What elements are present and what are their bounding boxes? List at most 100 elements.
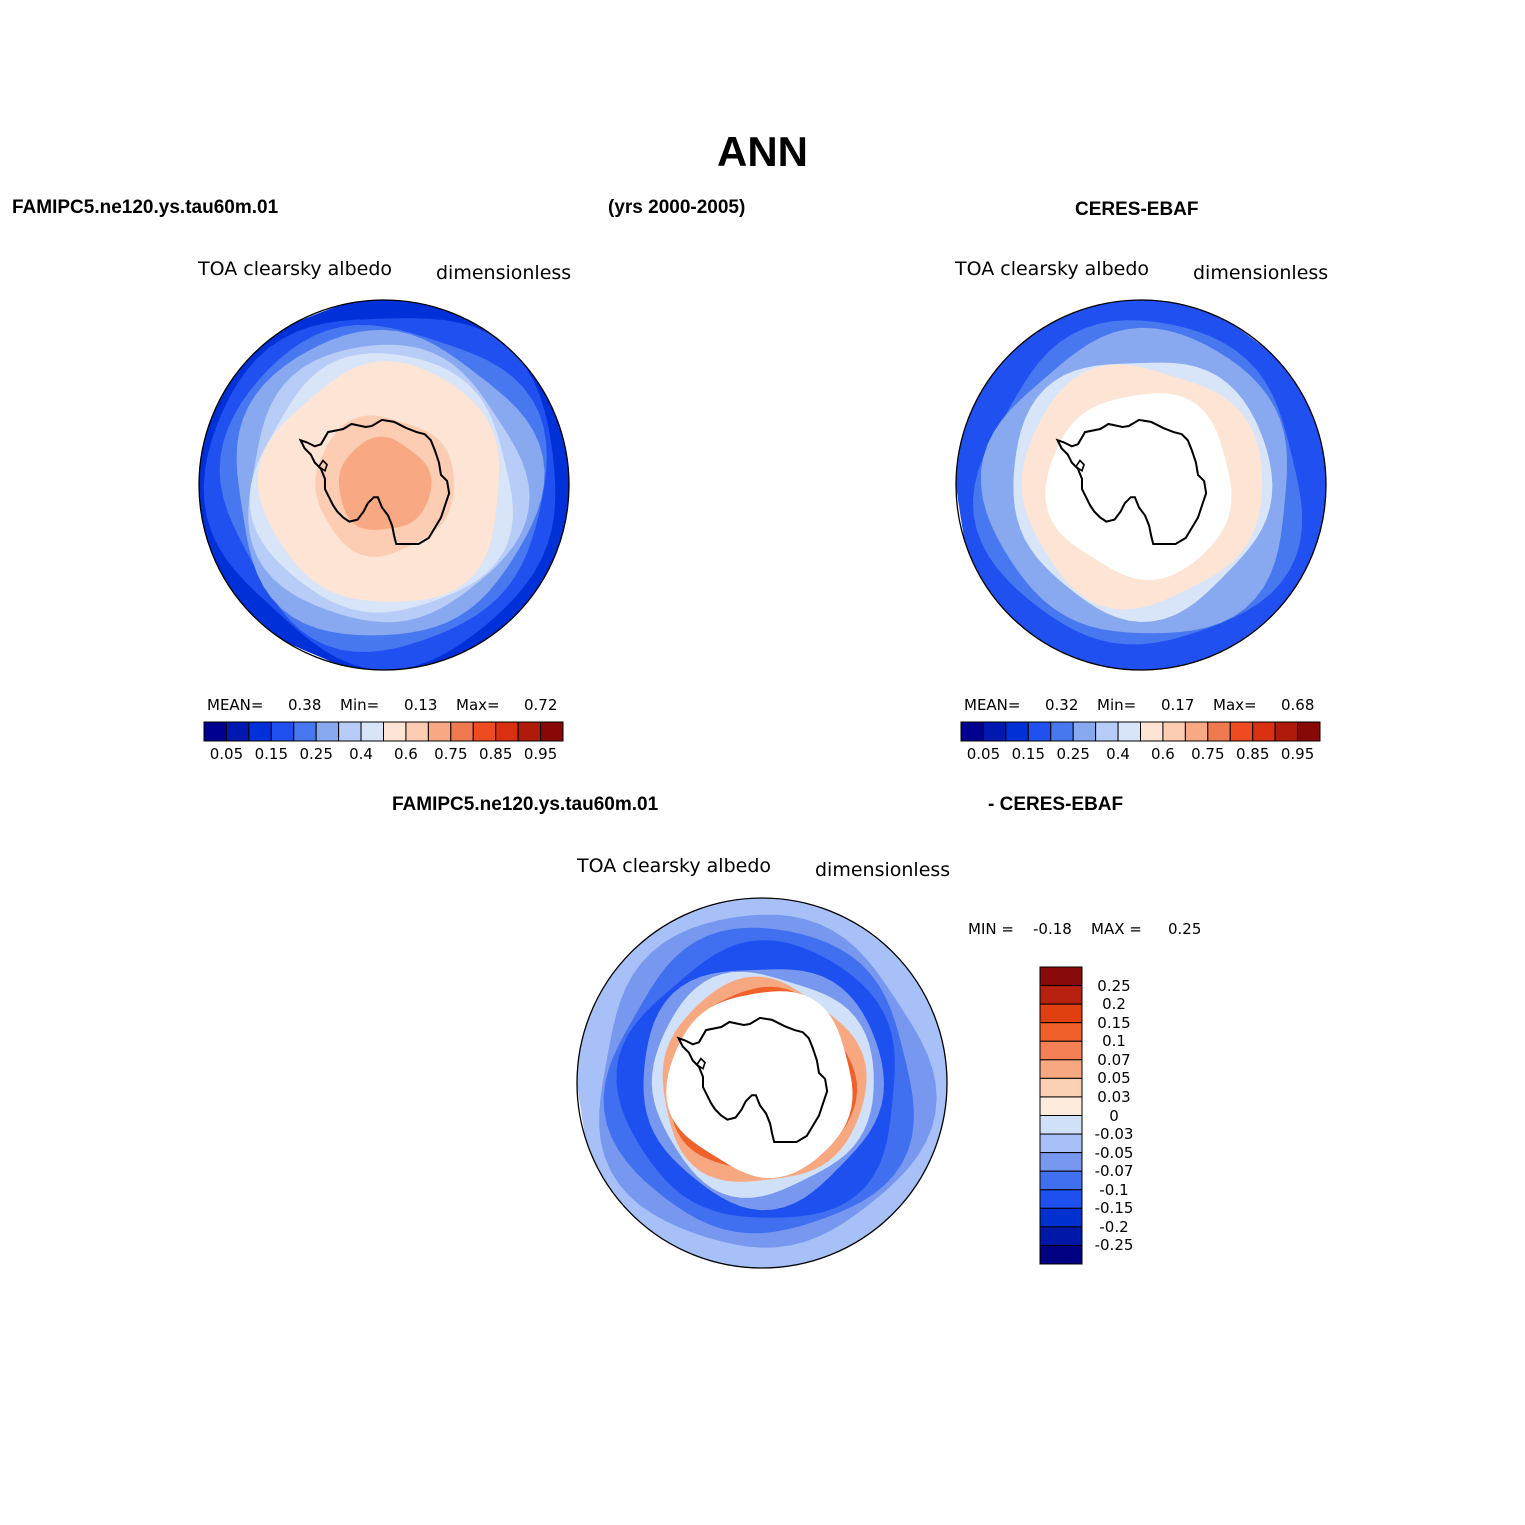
diff-colorbar-swatch — [1039, 1189, 1083, 1209]
model-colorbar-swatch — [293, 721, 317, 742]
obs-mean-value: 0.32 — [1045, 696, 1079, 714]
obs-colorbar-swatch — [1184, 721, 1209, 742]
obs-map-border — [955, 299, 1327, 671]
diff-colorbar-swatch — [1039, 1207, 1083, 1228]
model-min-value: 0.13 — [404, 696, 438, 714]
obs-units-label: dimensionless — [1193, 262, 1329, 284]
diff-map — [576, 897, 948, 1269]
model-max-value: 0.72 — [524, 696, 558, 714]
model-map-border — [198, 299, 570, 671]
obs-colorbar-swatch — [1162, 721, 1186, 742]
model-map-contour-band — [338, 436, 432, 530]
model-mean-value: 0.38 — [288, 696, 322, 714]
obs-header: CERES-EBAF — [1075, 199, 1199, 220]
obs-mean-label: MEAN= — [964, 696, 1021, 714]
diff-colorbar-tick-label: 0.07 — [1097, 1050, 1131, 1069]
diff-min-value: -0.18 — [1033, 920, 1072, 938]
diff-colorbar-swatch — [1039, 1226, 1083, 1246]
diff-colorbar-tick-label: 0.2 — [1102, 995, 1126, 1014]
diff-colorbar-swatch — [1039, 1096, 1083, 1116]
model-colorbar-tick-label: 0.25 — [299, 745, 333, 763]
obs-colorbar-tick-label: 0.25 — [1056, 745, 1090, 763]
diff-colorbar-swatch — [1039, 1022, 1083, 1042]
model-colorbar-tick-label: 0.4 — [349, 745, 373, 763]
obs-colorbar-swatch — [960, 721, 984, 742]
diff-colorbar-tick-label: -0.07 — [1094, 1162, 1134, 1181]
model-colorbar-swatch — [450, 721, 474, 742]
obs-min-value: 0.17 — [1161, 696, 1195, 714]
diff-colorbar-tick-label: -0.05 — [1094, 1143, 1134, 1162]
diff-colorbar-tick-label: 0 — [1109, 1106, 1119, 1125]
diff-units-label: dimensionless — [815, 859, 951, 881]
model-colorbar-tick-label: 0.6 — [394, 745, 418, 763]
model-colorbar-swatch — [427, 721, 452, 742]
obs-colorbar-tick-label: 0.75 — [1191, 745, 1225, 763]
figure-title: ANN — [717, 128, 808, 175]
diff-colorbar-swatch — [1039, 966, 1083, 987]
obs-colorbar-tick-label: 0.4 — [1106, 745, 1130, 763]
obs-colorbar-tick-label: 0.05 — [966, 745, 1001, 763]
model-colorbar-tick-label: 0.05 — [209, 745, 244, 763]
model-colorbar — [203, 721, 564, 742]
model-colorbar-tick-label: 0.85 — [478, 745, 513, 763]
obs-map-missing-data — [1045, 393, 1232, 581]
diff-colorbar-tick-label: -0.1 — [1099, 1180, 1129, 1199]
model-mean-label: MEAN= — [207, 696, 264, 714]
diff-colorbar-swatch — [1039, 1003, 1083, 1024]
obs-colorbar-swatch — [1005, 721, 1029, 742]
diff-variable-label: TOA clearsky albedo — [577, 855, 771, 877]
obs-colorbar-tick-label: 0.6 — [1151, 745, 1175, 763]
diff-header-right: - CERES-EBAF — [988, 794, 1124, 815]
obs-max-label: Max= — [1213, 696, 1257, 714]
obs-colorbar-tick-label: 0.15 — [1011, 745, 1046, 763]
obs-colorbar — [960, 721, 1321, 742]
diff-colorbar-swatch — [1039, 1170, 1083, 1191]
diff-colorbar-tick-label: -0.03 — [1094, 1125, 1134, 1144]
obs-colorbar-tick-label: 0.95 — [1280, 745, 1315, 763]
obs-colorbar-swatch — [1095, 721, 1119, 742]
diff-colorbar-tick-label: 0.03 — [1097, 1087, 1131, 1106]
model-max-label: Max= — [456, 696, 500, 714]
diff-colorbar-tick-label: -0.25 — [1094, 1236, 1134, 1255]
years-header: (yrs 2000-2005) — [608, 197, 746, 218]
model-colorbar-swatch — [540, 721, 564, 742]
obs-colorbar-swatch — [1072, 721, 1097, 742]
diff-colorbar-swatch — [1039, 1077, 1083, 1098]
model-colorbar-tick-label: 0.75 — [434, 745, 468, 763]
obs-variable-label: TOA clearsky albedo — [955, 258, 1149, 280]
model-case-header: FAMIPC5.ne120.ys.tau60m.01 — [12, 197, 279, 218]
obs-min-label: Min= — [1097, 696, 1137, 714]
diff-colorbar-tick-label: 0.25 — [1097, 976, 1131, 995]
model-colorbar-swatch — [248, 721, 272, 742]
model-colorbar-swatch — [270, 721, 295, 742]
obs-colorbar-swatch — [1117, 721, 1141, 742]
obs-colorbar-tick-label: 0.85 — [1235, 745, 1270, 763]
obs-colorbar-swatch — [1297, 721, 1321, 742]
model-colorbar-swatch — [517, 721, 542, 742]
model-units-label: dimensionless — [436, 262, 572, 284]
model-colorbar-tick-label: 0.15 — [254, 745, 289, 763]
diff-map-missing-data — [666, 991, 853, 1179]
diff-colorbar — [1039, 966, 1083, 1265]
model-colorbar-swatch — [383, 721, 407, 742]
obs-colorbar-swatch — [1207, 721, 1231, 742]
diff-colorbar-swatch — [1039, 1115, 1083, 1135]
model-variable-label: TOA clearsky albedo — [198, 258, 392, 280]
diff-colorbar-swatch — [1039, 1152, 1083, 1172]
diff-colorbar-swatch — [1039, 1244, 1083, 1265]
model-colorbar-swatch — [495, 721, 519, 742]
obs-max-value: 0.68 — [1281, 696, 1315, 714]
diff-colorbar-tick-label: -0.2 — [1099, 1217, 1129, 1236]
diff-header-left: FAMIPC5.ne120.ys.tau60m.01 — [392, 794, 659, 815]
model-colorbar-swatch — [338, 721, 362, 742]
diff-colorbar-swatch — [1039, 985, 1083, 1005]
diff-max-value: 0.25 — [1168, 920, 1202, 938]
model-colorbar-swatch — [405, 721, 429, 742]
diff-max-label: MAX = — [1091, 920, 1142, 938]
diff-colorbar-swatch — [1039, 1133, 1083, 1154]
model-map — [198, 299, 570, 671]
diff-colorbar-swatch — [1039, 1059, 1083, 1079]
diff-colorbar-swatch — [1039, 1040, 1083, 1061]
diff-min-label: MIN = — [968, 920, 1014, 938]
